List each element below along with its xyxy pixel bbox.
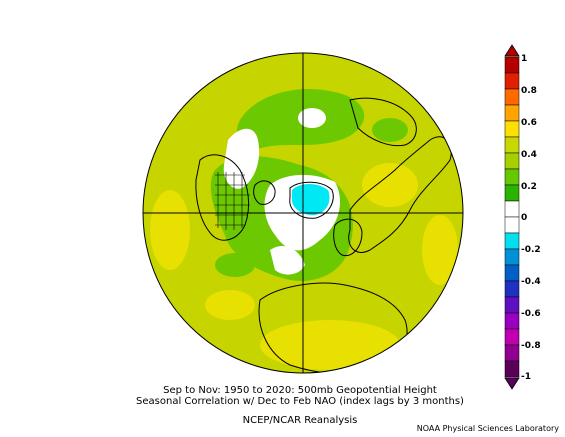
field-high-sw	[205, 290, 255, 320]
hatched-grid	[215, 172, 250, 230]
colorbar-label-0: 0	[521, 213, 528, 223]
field-high-europe	[362, 163, 418, 207]
colorbar-swatch	[504, 184, 520, 202]
colorbar-label-neg-0.2: -0.2	[521, 245, 541, 255]
field-high-south	[260, 320, 400, 370]
colorbar-swatch	[504, 232, 520, 250]
colorbar-swatch	[504, 216, 520, 234]
coastline-scandinavia	[333, 218, 363, 257]
field-high-east	[422, 215, 458, 285]
field-high-west	[150, 190, 190, 270]
colorbar-label-1: 1	[521, 54, 528, 64]
colorbar-swatch	[504, 152, 520, 170]
colorbar-swatch	[504, 136, 520, 154]
colorbar-swatch	[504, 280, 520, 298]
colorbar-swatch	[504, 200, 520, 218]
colorbar-swatch	[504, 104, 520, 122]
caption-subtitle: Seasonal Correlation w/ Dec to Feb NAO (…	[136, 396, 464, 407]
colorbar-swatch	[504, 312, 520, 330]
colorbar-swatch	[504, 120, 520, 138]
field-green-east	[372, 118, 408, 142]
colorbar-swatch	[504, 264, 520, 282]
field-white-northwest	[223, 128, 260, 189]
coastline-greenland	[289, 181, 334, 219]
colorbar-swatch	[504, 328, 520, 346]
colorbar-label-neg-0.6: -0.6	[521, 309, 541, 319]
colorbar-swatch	[504, 360, 520, 378]
colorbar-label-neg-0.4: -0.4	[521, 277, 541, 287]
colorbar-swatch	[504, 344, 520, 362]
field-cyan	[292, 184, 330, 216]
colorbar-swatch	[504, 72, 520, 90]
colorbar-swatch	[504, 296, 520, 314]
colorbar-label-0.8: 0.8	[521, 86, 537, 96]
caption-dataset: NCEP/NCAR Reanalysis	[242, 415, 358, 426]
colorbar-label-0.6: 0.6	[521, 118, 537, 128]
colorbar-label-neg-0.8: -0.8	[521, 341, 541, 351]
colorbar-swatch	[504, 168, 520, 186]
colorbar-label-0.2: 0.2	[521, 182, 537, 192]
colorbar-swatch	[504, 88, 520, 106]
colorbar-bottom-arrow	[504, 377, 520, 390]
credit-label: NOAA Physical Sciences Laboratory	[416, 424, 559, 433]
coastline-asia	[349, 97, 417, 147]
colorbar-swatch	[504, 248, 520, 266]
colorbar-swatch	[504, 56, 520, 74]
colorbar-label-neg-1: -1	[521, 372, 531, 382]
colorbar-top-arrow	[504, 44, 520, 57]
caption-title: Sep to Nov: 1950 to 2020: 500mb Geopoten…	[163, 385, 437, 396]
field-green-pacific	[215, 253, 255, 277]
field-white-northeast	[298, 108, 326, 128]
colorbar-label-0.4: 0.4	[521, 150, 537, 160]
coastline-europe	[348, 136, 452, 253]
coastline-arctic-islands	[253, 180, 276, 205]
field-white-south	[270, 245, 305, 275]
